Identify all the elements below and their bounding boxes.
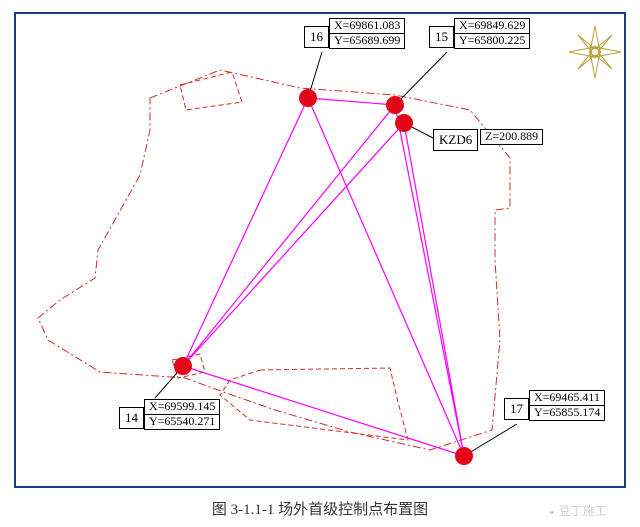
control-point	[386, 96, 404, 114]
coord-y-row: Y=65800.225	[455, 33, 529, 48]
point-coord-box: X=69599.145Y=65540.271	[144, 399, 220, 430]
point-id-box: 16	[304, 26, 329, 48]
figure-caption: 图 3-1.1-1 场外首级控制点布置图	[0, 498, 640, 519]
control-line	[308, 98, 464, 456]
watermark-icon: ◒	[548, 504, 555, 518]
coord-x-row: X=69849.629	[455, 19, 529, 33]
coord-y-row: Y=65540.271	[145, 414, 219, 429]
control-point	[455, 447, 473, 465]
point-coord-box: X=69849.629Y=65800.225	[454, 18, 530, 49]
point-id-box: 15	[429, 26, 454, 48]
coord-x-row: X=69465.411	[530, 391, 604, 405]
control-line	[404, 123, 464, 456]
control-line	[183, 105, 395, 366]
control-line	[308, 98, 395, 105]
control-line	[183, 123, 404, 366]
point-id-box: 14	[119, 407, 144, 429]
control-line	[183, 98, 308, 366]
coord-x-row: X=69599.145	[145, 400, 219, 414]
point-id-box: KZD6	[433, 129, 478, 151]
control-point	[299, 89, 317, 107]
coord-x-row: X=69861.083	[330, 19, 404, 33]
coord-y-row: Y=65689.699	[330, 33, 404, 48]
control-line	[183, 366, 464, 456]
control-line	[395, 105, 464, 456]
point-id-box: 17	[504, 398, 529, 420]
point-coord-box: X=69465.411Y=65855.174	[529, 390, 605, 421]
coord-y-row: Y=65855.174	[530, 405, 604, 420]
point-coord-box: X=69861.083Y=65689.699	[329, 18, 405, 49]
diagram-svg	[0, 0, 640, 527]
watermark: ◒ 豆丁施工	[548, 502, 607, 519]
point-coord-box: Z=200.889	[480, 129, 543, 145]
control-point	[174, 357, 192, 375]
coord-x-row: Z=200.889	[481, 130, 542, 144]
leader-line	[395, 52, 447, 105]
site-boundary	[38, 70, 510, 450]
control-point	[395, 114, 413, 132]
watermark-text: 豆丁施工	[559, 504, 607, 518]
building-outline	[180, 72, 242, 110]
